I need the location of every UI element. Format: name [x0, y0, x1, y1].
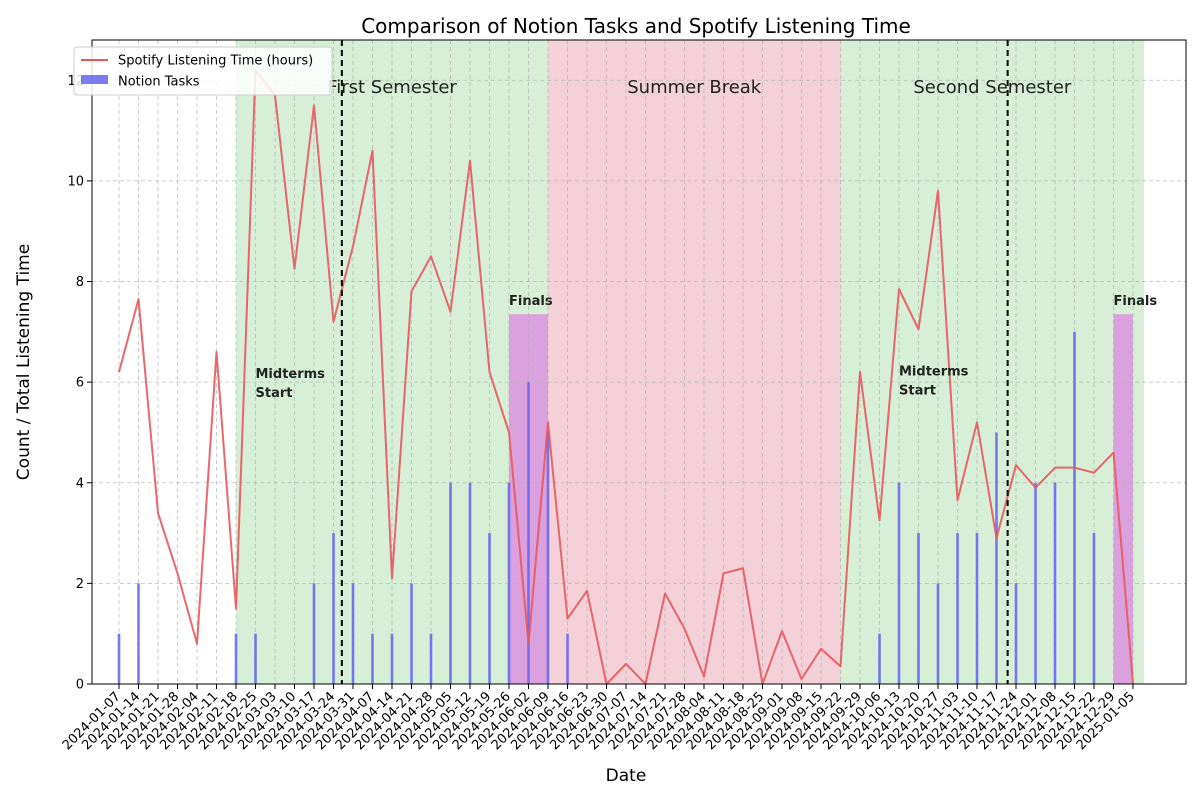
bar-2024-05-05 [449, 482, 452, 684]
bar-2024-03-24 [332, 533, 335, 684]
bar-2024-04-21 [410, 583, 413, 684]
finals-label-1: Finals [509, 294, 553, 309]
bar-2024-04-28 [429, 633, 433, 684]
legend-bar-swatch [81, 75, 108, 84]
bar-2024-04-14 [390, 633, 394, 684]
bar-2024-06-16 [566, 633, 569, 684]
y-tick-label-2: 4 [76, 476, 84, 491]
y-tick-label-5: 10 [67, 174, 84, 189]
bar-2024-01-07 [117, 633, 121, 684]
finals-label-2: Finals [1114, 294, 1158, 309]
bar-2024-01-14 [137, 583, 140, 684]
legend-label-spotify: Spotify Listening Time (hours) [118, 54, 313, 69]
vertical-markers [340, 40, 1009, 684]
grid-lines [92, 40, 1186, 685]
y-tick-label-3: 6 [76, 376, 84, 391]
bar-2024-02-18 [234, 633, 238, 684]
bar-2024-10-27 [936, 583, 940, 684]
region-label-1: First Semester [327, 77, 457, 98]
bar-2024-12-08 [1053, 482, 1057, 684]
region-3 [840, 40, 1145, 684]
bar-2024-02-25 [254, 633, 257, 684]
bar-2024-12-01 [1034, 482, 1037, 684]
midterm-label-line1-1: Midterms [256, 367, 326, 382]
x-axis-label: Date [606, 766, 647, 786]
midterm-label-line2-1: Start [256, 386, 293, 401]
bar-2024-04-07 [371, 633, 374, 684]
spotify-line [118, 69, 1134, 685]
bar-2024-11-10 [975, 533, 979, 684]
bar-2024-11-03 [956, 533, 959, 684]
midterm-label-line2-2: Start [899, 384, 936, 399]
chart-title: Comparison of Notion Tasks and Spotify L… [361, 14, 911, 38]
bar-2024-05-12 [468, 482, 472, 684]
region-label-3: Second Semester [913, 77, 1072, 98]
axes: 0246810122024-01-072024-01-142024-01-212… [60, 39, 1187, 753]
plot-frame [91, 39, 1187, 685]
bar-2024-03-17 [312, 583, 316, 684]
y-tick-label-0: 0 [76, 678, 84, 693]
region-label-2: Summer Break [627, 77, 762, 98]
legend-box [73, 46, 333, 96]
notion-bars [117, 331, 1096, 684]
bar-2024-10-13 [897, 482, 901, 684]
y-tick-label-1: 2 [76, 577, 84, 592]
region-labels: Midterms Start Midterms Start First Semester… [256, 77, 1072, 401]
legend: Spotify Listening Time (hours) Notion Tas… [73, 46, 333, 96]
region-2 [548, 40, 841, 684]
bar-2024-12-22 [1092, 533, 1096, 684]
spotify-series-line [118, 69, 1134, 685]
bar-2024-11-17 [995, 432, 998, 684]
finals-block-2 [1113, 314, 1133, 684]
midterm-label-line1-2: Midterms [899, 365, 969, 380]
y-axis-label: Count / Total Listening Time [14, 244, 34, 480]
bar-2024-06-09 [546, 432, 550, 684]
bar-2024-10-20 [917, 533, 920, 684]
bar-2024-05-19 [488, 533, 491, 684]
bar-2024-12-15 [1073, 331, 1076, 684]
legend-label-notion: Notion Tasks [118, 75, 200, 90]
bar-2024-03-31 [351, 583, 355, 684]
bar-2024-10-06 [878, 633, 881, 684]
bar-2024-06-02 [527, 382, 530, 684]
bar-2024-11-24 [1014, 583, 1018, 684]
bar-2024-05-26 [507, 482, 511, 684]
y-tick-label-4: 8 [76, 275, 84, 290]
